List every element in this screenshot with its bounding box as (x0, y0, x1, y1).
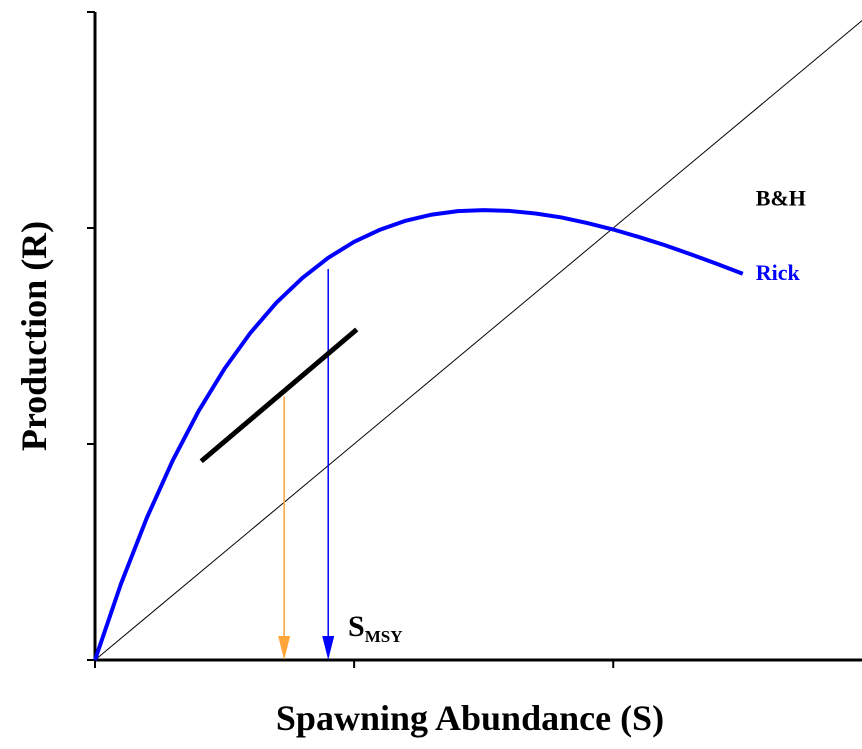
annotation-text: S (348, 610, 365, 643)
annotation: SMSY (348, 610, 402, 646)
series-label: Rick (756, 260, 801, 285)
curve (95, 199, 743, 660)
arrow-head (278, 636, 291, 660)
y-axis-label: Production (R) (14, 221, 54, 451)
series-label: B&H (756, 185, 806, 210)
annotation-subscript: MSY (365, 627, 403, 646)
tangent-line (199, 327, 359, 464)
curve (93, 208, 744, 661)
replacement-line (94, 20, 862, 661)
arrow-head (322, 636, 335, 660)
x-axis-label: Spawning Abundance (S) (276, 698, 664, 738)
